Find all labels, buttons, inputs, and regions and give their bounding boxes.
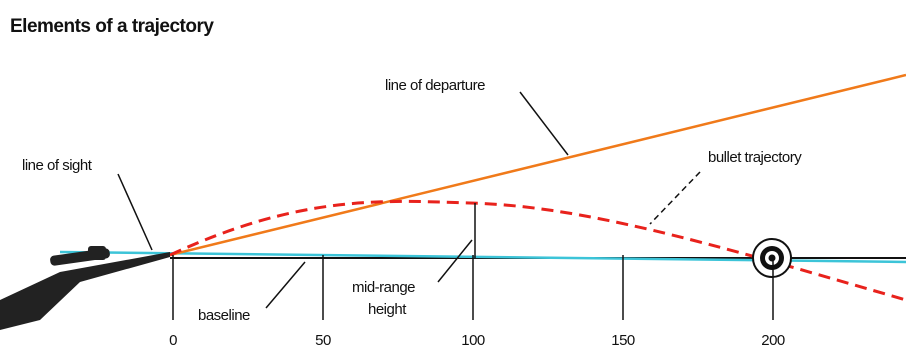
rifle	[0, 246, 170, 330]
label: line of departure	[385, 77, 485, 94]
target	[753, 239, 791, 277]
label: bullet trajectory	[708, 149, 802, 166]
bullet-trajectory	[170, 201, 906, 300]
scale-label: 200	[761, 332, 785, 349]
scale-label: 100	[461, 332, 485, 349]
label: height	[368, 301, 407, 318]
label: baseline	[198, 307, 250, 324]
label: mid-range	[352, 279, 415, 296]
scale: 0 50 100 150 200	[169, 255, 785, 349]
page: Elements of a trajectory line of departu…	[0, 0, 906, 349]
scale-label: 50	[315, 332, 331, 349]
diagram: Elements of a trajectory line of departu…	[0, 0, 906, 349]
scale-label: 0	[169, 332, 177, 349]
scale-label: 150	[611, 332, 635, 349]
label: line of sight	[22, 157, 93, 174]
title: Elements of a trajectory	[10, 16, 214, 37]
